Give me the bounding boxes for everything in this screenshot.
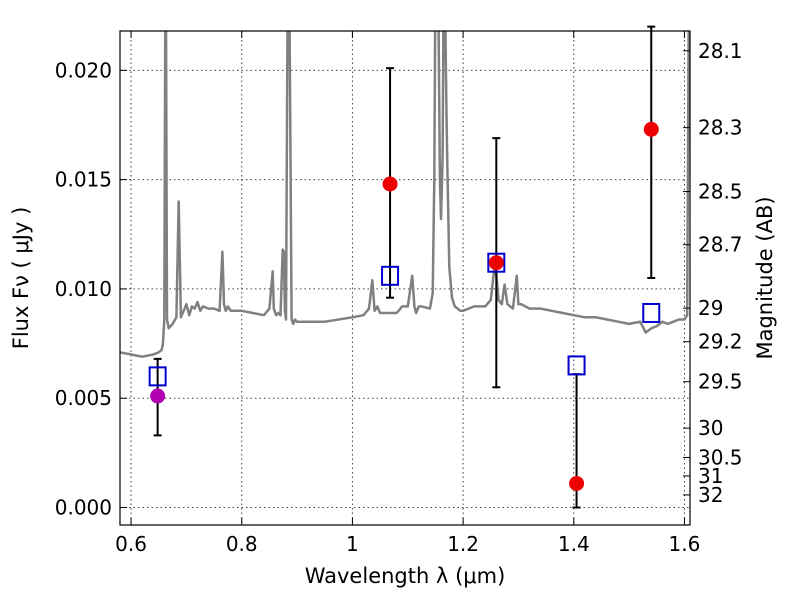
sed-model-layer: [120, 31, 690, 358]
mag-tick-label: 29.2: [698, 330, 743, 354]
y-tick-label: 0.020: [55, 58, 112, 82]
observed-point: [488, 255, 504, 271]
mag-tick-label: 29: [698, 296, 723, 320]
observed-point: [569, 475, 585, 491]
model-point-square: [642, 302, 661, 323]
y-tick-label: 0.000: [55, 496, 112, 520]
x-tick-label: 1: [346, 532, 359, 556]
mag-tick-label: 28.3: [698, 116, 743, 140]
model-point-square: [487, 252, 506, 273]
y-tick-label: 0.005: [55, 386, 112, 410]
y-tick-label: 0.010: [55, 277, 112, 301]
observed-point: [382, 176, 398, 192]
mag-tick-label: 28.7: [698, 233, 743, 257]
model-point-square: [381, 265, 400, 286]
mag-tick-label: 28.1: [698, 39, 743, 63]
model-point-square: [567, 355, 586, 376]
points-layer: [148, 25, 661, 509]
x-tick-label: 0.8: [226, 532, 258, 556]
x-axis-title: Wavelength λ (μm): [305, 564, 506, 588]
x-tick-label: 0.6: [115, 532, 147, 556]
mag-tick-label: 32: [698, 483, 723, 507]
model-point-square: [148, 366, 167, 387]
x-tick-label: 1.6: [669, 532, 701, 556]
y-axis-title-right: Magnitude (AB): [753, 196, 777, 359]
observed-point: [150, 388, 166, 404]
observed-point: [643, 121, 659, 137]
mag-tick-label: 31: [698, 464, 723, 488]
mag-tick-label: 30: [698, 416, 723, 440]
mag-tick-label: 30.5: [698, 445, 743, 469]
y-axis-title: Flux Fν ( μJy ): [9, 207, 33, 350]
grid-layer: [120, 31, 690, 525]
sed-model-line: [120, 31, 690, 358]
x-tick-label: 1.4: [558, 532, 590, 556]
plot-frame: [119, 30, 691, 526]
x-tick-label: 1.2: [447, 532, 479, 556]
mag-tick-label: 29.5: [698, 370, 743, 394]
mag-tick-label: 28.5: [698, 180, 743, 204]
ticks-layer: 0.6 0.8 1 1.2 1.4 1.6 0.000 0.005 0.010 0.015 0.02…: [55, 31, 743, 556]
y-tick-label: 0.015: [55, 168, 112, 192]
